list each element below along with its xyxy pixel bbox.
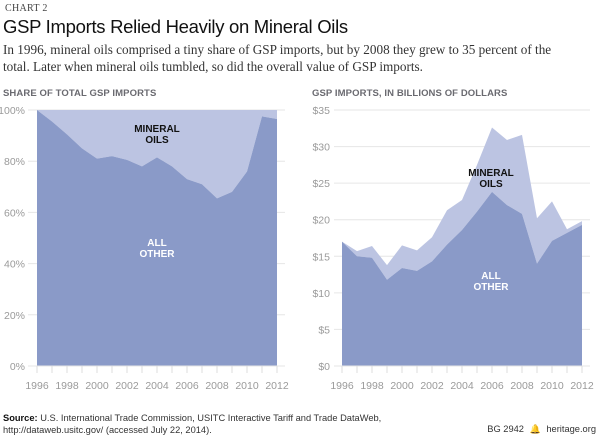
- y-tick-label: $35: [312, 105, 330, 117]
- x-tick-label: 1996: [25, 380, 49, 392]
- all-other-label: OTHER: [474, 282, 510, 293]
- mineral-oils-label: MINERAL: [468, 168, 514, 179]
- all-other-label: ALL: [481, 271, 500, 282]
- x-tick-label: 2000: [85, 380, 109, 392]
- y-tick-label: 80%: [4, 156, 25, 168]
- y-tick-label: 60%: [4, 207, 25, 219]
- liberty-bell-icon: 🔔: [529, 424, 541, 434]
- x-tick-label: 2012: [570, 380, 594, 392]
- x-tick-label: 2004: [450, 380, 474, 392]
- mineral-oils-area: [37, 110, 277, 199]
- dollars-chart: $0 $5 $10 $15 $20 $25 $30 $35 1996 1998 2000 2002 20…: [312, 105, 594, 392]
- y-tick-label: 20%: [4, 310, 25, 322]
- site-name: heritage.org: [546, 424, 596, 434]
- y-tick-label: $5: [318, 324, 330, 336]
- chart-subtitle: In 1996, mineral oils comprised a tiny s…: [3, 42, 552, 74]
- x-tick-label: 1998: [55, 380, 79, 392]
- source-url: http://dataweb.usitc.gov/ (accessed July…: [3, 424, 212, 435]
- x-tick-label: 2002: [420, 380, 444, 392]
- source-text: U.S. International Trade Commission, USI…: [37, 413, 382, 423]
- chart-number-label: CHART 2: [5, 3, 48, 14]
- x-tick-label: 2010: [540, 380, 564, 392]
- y-tick-label: 40%: [4, 259, 25, 271]
- all-other-label: ALL: [147, 238, 166, 249]
- y-tick-label: $30: [312, 142, 330, 154]
- x-tick-label: 1998: [360, 380, 384, 392]
- y-tick-label: $0: [318, 361, 330, 373]
- left-panel-title: SHARE OF TOTAL GSP IMPORTS: [3, 88, 157, 99]
- source-note: Source: U.S. International Trade Commiss…: [3, 413, 381, 436]
- x-tick-label: 2008: [510, 380, 534, 392]
- x-tick-label: 2004: [145, 380, 169, 392]
- y-tick-label: 0%: [10, 361, 25, 373]
- source-label: Source:: [3, 413, 38, 423]
- x-tick-label: 2006: [175, 380, 199, 392]
- y-tick-label: 100%: [0, 105, 25, 117]
- all-other-area: [37, 110, 277, 366]
- y-tick-label: $15: [312, 251, 330, 263]
- share-chart: 0% 20% 40% 60% 80% 100% 1996 1998 2000 2002 2004 20…: [0, 105, 289, 392]
- x-tick-label: 2000: [390, 380, 414, 392]
- x-tick-label: 1996: [330, 380, 354, 392]
- all-other-label: OTHER: [140, 249, 176, 260]
- mineral-oils-label: OILS: [479, 179, 503, 190]
- right-panel-title: GSP IMPORTS, IN BILLIONS OF DOLLARS: [312, 88, 508, 99]
- x-tick-label: 2010: [235, 380, 259, 392]
- x-tick-label: 2008: [205, 380, 229, 392]
- x-tick-label: 2012: [265, 380, 289, 392]
- report-id: BG 2942: [487, 424, 524, 434]
- mineral-oils-label: MINERAL: [134, 124, 180, 135]
- x-tick-label: 2006: [480, 380, 504, 392]
- y-tick-label: $25: [312, 178, 330, 190]
- chart-title: GSP Imports Relied Heavily on Mineral Oi…: [3, 16, 348, 37]
- y-tick-label: $10: [312, 288, 330, 300]
- mineral-oils-label: OILS: [145, 135, 169, 146]
- x-tick-label: 2002: [115, 380, 139, 392]
- y-tick-label: $20: [312, 215, 330, 227]
- mineral-oils-area: [342, 127, 582, 280]
- credit: BG 2942 🔔 heritage.org: [487, 424, 596, 435]
- all-other-area: [342, 191, 582, 366]
